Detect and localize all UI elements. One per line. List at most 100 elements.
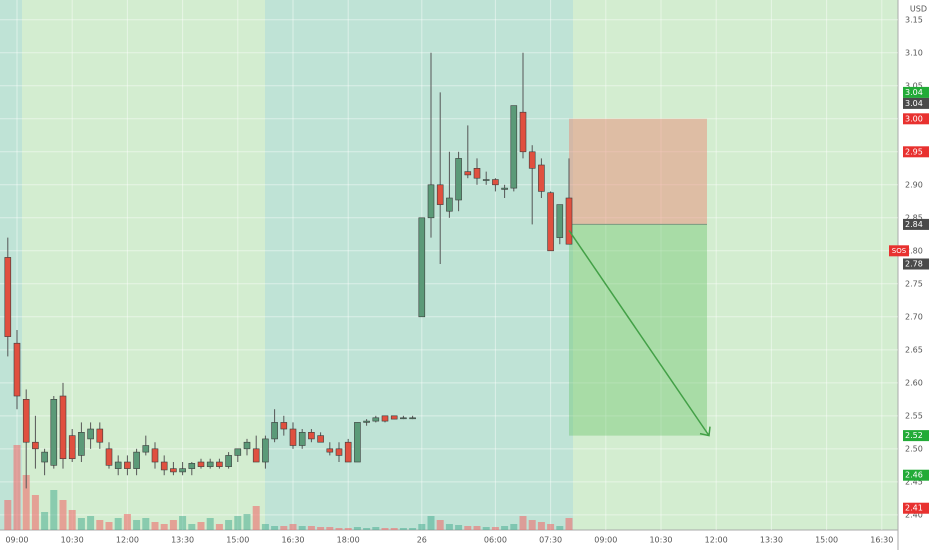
volume-bar xyxy=(4,500,12,530)
volume-bar xyxy=(169,520,177,530)
volume-bar xyxy=(133,520,141,530)
volume-bar xyxy=(409,528,417,530)
candle-body xyxy=(96,428,104,443)
volume-bar xyxy=(289,524,297,530)
candle-body xyxy=(13,342,21,397)
target-zone xyxy=(569,224,707,436)
candle-body xyxy=(87,428,94,440)
price-badge-label: 3.00 xyxy=(905,114,923,123)
candle-body xyxy=(418,217,426,318)
x-tick-label: 07:30 xyxy=(539,536,562,545)
volume-bar xyxy=(96,520,104,530)
volume-bar xyxy=(234,516,242,530)
candle-body xyxy=(427,184,435,219)
price-badge-label: 2.95 xyxy=(905,147,923,156)
volume-bar xyxy=(473,526,481,530)
candle-body xyxy=(390,415,398,420)
candle-body xyxy=(372,417,380,422)
candle-body xyxy=(252,448,260,463)
volume-bar xyxy=(363,528,371,530)
x-tick-label: 12:00 xyxy=(705,536,728,545)
volume-bar xyxy=(501,526,509,530)
y-tick-label: 2.70 xyxy=(905,312,923,321)
candle-body xyxy=(344,441,352,463)
volume-bar xyxy=(41,512,49,530)
candle-body xyxy=(271,422,278,440)
volume-bar xyxy=(491,527,499,530)
volume-bar xyxy=(482,527,490,530)
volume-bar xyxy=(556,526,564,530)
volume-bar xyxy=(307,526,315,530)
y-tick-label: 2.90 xyxy=(905,180,923,189)
x-tick-label: 16:30 xyxy=(870,536,893,545)
volume-bar xyxy=(50,490,58,530)
y-tick-label: 2.50 xyxy=(905,444,923,453)
candle-body xyxy=(363,420,370,423)
volume-bar xyxy=(547,524,555,530)
volume-bar xyxy=(188,524,196,530)
x-tick-label: 09:00 xyxy=(594,536,617,545)
volume-bar xyxy=(455,525,463,530)
candle-body xyxy=(105,448,113,466)
candle-body xyxy=(455,158,462,201)
candle-body xyxy=(179,468,186,473)
x-tick-label: 18:00 xyxy=(337,536,360,545)
candle-body xyxy=(243,441,251,450)
y-tick-label: 2.60 xyxy=(905,378,923,387)
arrow xyxy=(568,229,710,437)
candle-body xyxy=(298,432,306,446)
y-tick-label: 2.85 xyxy=(905,213,923,222)
candle-body xyxy=(124,461,131,469)
price-badge xyxy=(903,469,929,481)
x-tick-label: 10:30 xyxy=(649,536,672,545)
x-tick-label: 13:30 xyxy=(171,536,194,545)
x-tick-label: 26 xyxy=(417,536,427,545)
x-tick-label: 12:00 xyxy=(116,536,139,545)
candle-body xyxy=(492,179,499,186)
candle-body xyxy=(326,448,334,453)
candle-body xyxy=(547,192,554,252)
candle-body xyxy=(519,111,527,153)
volume-bar xyxy=(68,510,76,530)
volume-bar xyxy=(372,527,380,530)
candle-body xyxy=(22,399,30,443)
candle-body xyxy=(151,448,159,463)
volume-bar xyxy=(59,500,67,530)
price-badge-label: 2.46 xyxy=(905,471,923,480)
volume-bar xyxy=(510,524,518,530)
y-tick-label: 2.40 xyxy=(905,510,923,519)
price-badge-label: 3.04 xyxy=(905,99,923,108)
x-tick-label: 10:30 xyxy=(61,536,84,545)
symbol-badge-label: SOS xyxy=(892,247,907,255)
candle-body xyxy=(4,257,12,337)
price-badge-label: 2.78 xyxy=(905,260,923,269)
price-badge xyxy=(903,218,929,230)
candle-body xyxy=(142,445,150,453)
candle-body xyxy=(68,435,76,460)
candle-body xyxy=(133,451,140,469)
volume-bar xyxy=(179,516,187,530)
time-axis xyxy=(0,530,898,550)
volume-bar xyxy=(225,520,233,530)
volume-bar xyxy=(160,524,168,530)
price-badge xyxy=(903,86,929,98)
candle-body xyxy=(188,463,196,469)
candle-body xyxy=(464,171,472,176)
price-badge xyxy=(903,97,929,109)
volume-bar xyxy=(22,475,30,530)
volume-bar xyxy=(252,506,260,530)
symbol-badge xyxy=(889,245,909,257)
currency-label: USD xyxy=(910,5,927,14)
volume-bar xyxy=(114,518,122,530)
candle-body xyxy=(289,428,297,446)
volume-bar xyxy=(519,516,527,530)
volume-bar xyxy=(436,520,444,530)
volume-bar xyxy=(151,522,159,530)
candle-body xyxy=(528,151,536,169)
candle-body xyxy=(59,395,67,460)
price-badge-label: 3.04 xyxy=(905,88,923,97)
stop-zone xyxy=(569,118,707,225)
candle-body xyxy=(400,417,407,420)
candle-body xyxy=(41,451,48,463)
